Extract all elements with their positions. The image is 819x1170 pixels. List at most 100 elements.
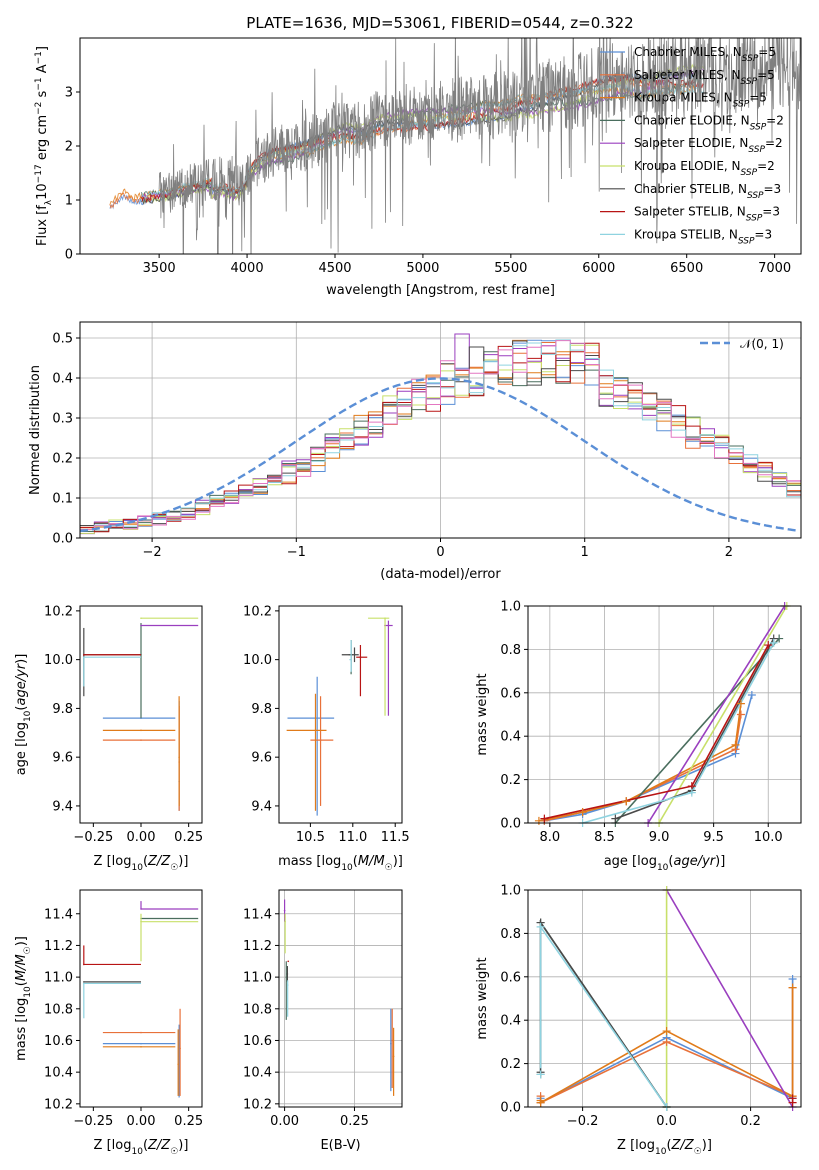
series-salpeter-stelib bbox=[544, 644, 769, 820]
marker-plus bbox=[662, 1027, 671, 1036]
marker-plus bbox=[662, 1037, 671, 1046]
y-tick-label: 0.6 bbox=[500, 686, 521, 701]
x-axis-label: Z [log10(Z/Z☉)] bbox=[94, 1138, 189, 1157]
y-tick-label: 0.4 bbox=[500, 730, 521, 745]
plot-area-spectrum bbox=[109, 38, 801, 254]
legend-label: Kroupa ELODIE, NSSP=2 bbox=[634, 159, 775, 178]
x-tick-label: 6000 bbox=[582, 261, 615, 276]
series-kroupa-elodie bbox=[658, 606, 788, 823]
data-point bbox=[287, 960, 290, 963]
y-tick-label: 10.6 bbox=[44, 1034, 73, 1049]
data-point bbox=[283, 909, 286, 912]
hist-pink bbox=[80, 340, 801, 531]
data-point bbox=[140, 617, 142, 619]
y-tick-label: 11.4 bbox=[243, 907, 272, 922]
x-tick-label: 0.00 bbox=[127, 1114, 156, 1129]
marker-plus bbox=[731, 740, 740, 749]
x-tick-label: −0.2 bbox=[567, 1114, 599, 1129]
y-tick-label: 1.0 bbox=[500, 884, 521, 899]
y-tick-label: 11.2 bbox=[44, 939, 73, 954]
y-axis-label: age [log10(age/yr)] bbox=[14, 654, 33, 776]
marker-plus bbox=[747, 690, 756, 699]
axes-frame bbox=[278, 605, 403, 824]
x-tick-label: 8.0 bbox=[539, 830, 560, 845]
y-tick-label: 0.8 bbox=[500, 927, 521, 942]
y-tick-label: 9.6 bbox=[52, 751, 73, 766]
y-tick-label: 10.6 bbox=[243, 1034, 272, 1049]
x-tick-label: 8.5 bbox=[594, 830, 615, 845]
y-tick-label: 0.3 bbox=[52, 412, 73, 427]
series-chabrier-elodie bbox=[614, 637, 780, 823]
y-tick-label: 10.4 bbox=[44, 1066, 73, 1081]
x-tick-label: 10.0 bbox=[754, 830, 783, 845]
x-axis-label: wavelength [Angstrom, rest frame] bbox=[326, 283, 555, 298]
residuals-legend: 𝒩(0, 1) bbox=[700, 337, 784, 351]
legend-label: 𝒩(0, 1) bbox=[740, 337, 784, 351]
plot-area-mass-vs-Z bbox=[83, 901, 199, 1098]
marker-plus bbox=[788, 1094, 797, 1103]
x-tick-label: 3500 bbox=[143, 261, 176, 276]
x-tick-label: −1 bbox=[287, 545, 306, 560]
data-point bbox=[353, 653, 356, 656]
y-tick-label: 0.5 bbox=[52, 332, 73, 347]
y-tick-label: 0.4 bbox=[500, 1014, 521, 1029]
legend-label: Chabrier MILES, NSSP=5 bbox=[634, 45, 776, 64]
y-tick-label: 10.2 bbox=[243, 1097, 272, 1112]
panel-age-vs-Z: −0.25 0.00 0.25 9.4 9.6 9.8 10.0 10.2 Z [log10(Z… bbox=[14, 604, 203, 873]
axes-frame bbox=[527, 605, 802, 824]
x-axis-label: (data-model)/error bbox=[380, 567, 501, 582]
marker-plus bbox=[578, 808, 587, 817]
x-axis-label: mass [log10(M/M☉)] bbox=[278, 854, 403, 873]
data-point bbox=[83, 981, 85, 983]
x-tick-label: 5500 bbox=[494, 261, 527, 276]
plot-area-age-vs-Z bbox=[83, 617, 199, 811]
marker-plus bbox=[540, 814, 549, 823]
data-point bbox=[140, 920, 142, 923]
data-point bbox=[83, 653, 85, 656]
y-tick-label: 1.0 bbox=[500, 600, 521, 615]
data-point bbox=[387, 624, 390, 627]
axes-frame bbox=[278, 889, 403, 1108]
x-tick-label: 0.2 bbox=[740, 1114, 761, 1129]
axes-frame bbox=[79, 37, 802, 255]
plot-area-massweight-vs-Z bbox=[528, 890, 801, 1107]
y-tick-label: 10.2 bbox=[44, 604, 73, 619]
x-tick-label: 0.25 bbox=[174, 1114, 203, 1129]
data-point bbox=[140, 908, 142, 910]
y-tick-label: 10.0 bbox=[243, 653, 272, 668]
data-point bbox=[286, 973, 289, 975]
data-point bbox=[350, 658, 352, 661]
axes-frame bbox=[79, 321, 802, 539]
y-tick-label: 10.2 bbox=[44, 1097, 73, 1112]
y-tick-label: 11.2 bbox=[243, 939, 272, 954]
y-tick-label: 3 bbox=[65, 86, 73, 101]
legend-label: Chabrier STELIB, NSSP=3 bbox=[634, 182, 781, 201]
marker-plus bbox=[769, 638, 778, 647]
data-point bbox=[359, 656, 362, 659]
series-chabrier-miles bbox=[544, 694, 753, 822]
axes-frame bbox=[527, 889, 802, 1108]
y-tick-label: 11.0 bbox=[243, 971, 272, 986]
legend-label: Chabrier ELODIE, NSSP=2 bbox=[634, 113, 784, 132]
marker-plus bbox=[622, 797, 631, 806]
y-tick-label: 0.2 bbox=[500, 773, 521, 788]
x-tick-label: −0.25 bbox=[73, 1114, 113, 1129]
panel-spectrum: 3500 4000 4500 5000 5500 6000 6500 7000 0 1 2 3 Chab… bbox=[34, 37, 802, 298]
x-tick-label: 10.5 bbox=[296, 830, 325, 845]
panel-massweight-vs-age: 8.0 8.5 9.0 9.5 10.0 0.0 0.2 0.4 0.6 0.8 1.0 age [l… bbox=[475, 600, 802, 873]
axes-frame bbox=[79, 605, 203, 824]
data-point bbox=[284, 920, 286, 923]
series-kroupa-miles bbox=[538, 703, 742, 822]
x-tick-label: 0.25 bbox=[340, 1114, 369, 1129]
y-tick-label: 10.8 bbox=[243, 1002, 272, 1017]
marker-plus bbox=[788, 983, 797, 992]
marker-plus bbox=[764, 641, 773, 650]
x-tick-label: 0.00 bbox=[127, 830, 156, 845]
marker-plus bbox=[611, 814, 620, 823]
y-axis-label: mass [log10(M/M☉)] bbox=[14, 936, 33, 1061]
y-tick-label: 1 bbox=[65, 194, 73, 209]
panel-mass-vs-ebv: 0.00 0.25 10.2 10.4 10.6 10.8 11.0 11.2 11.4 bbox=[243, 889, 403, 1129]
marker-plus bbox=[736, 699, 745, 708]
data-point bbox=[384, 617, 386, 619]
data-point bbox=[314, 729, 317, 732]
